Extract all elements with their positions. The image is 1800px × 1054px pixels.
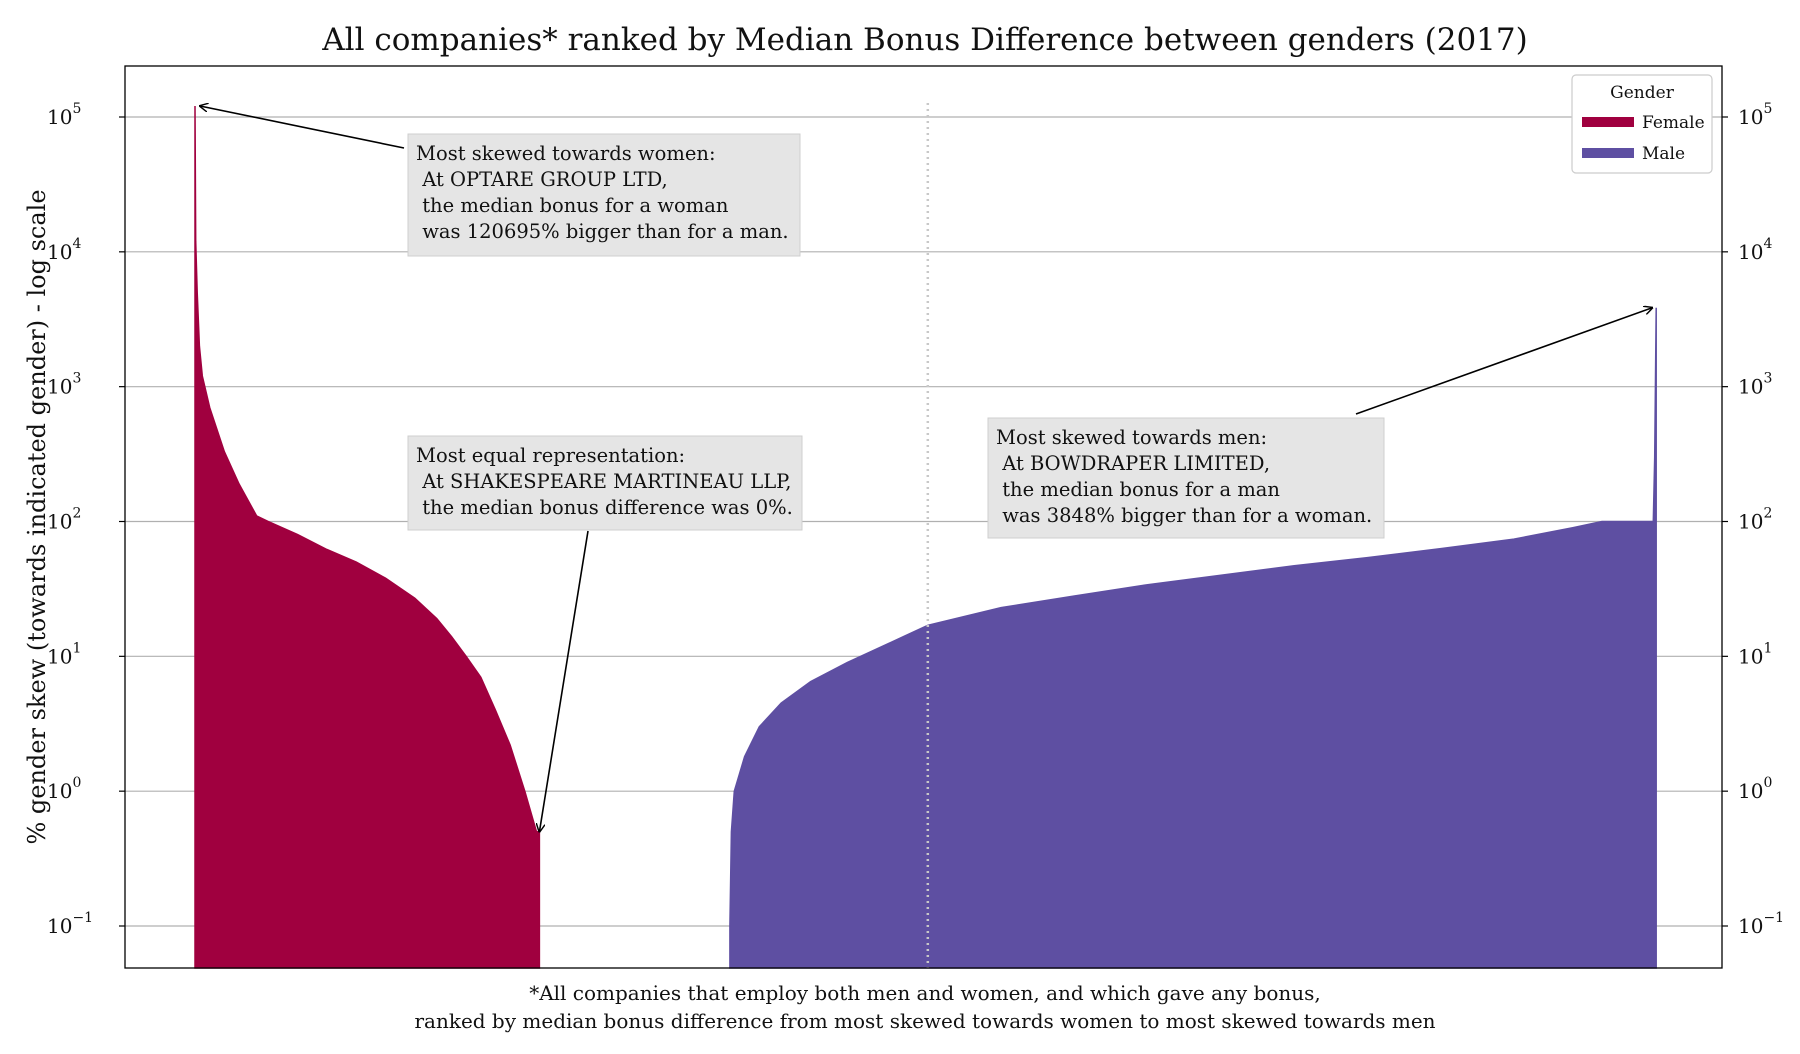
y-tick-label-right: 103 (1738, 371, 1772, 399)
caption-line-2: ranked by median bonus difference from m… (414, 1009, 1435, 1033)
y-tick-label-right: 10−1 (1738, 910, 1784, 938)
legend-swatch-male (1582, 148, 1634, 158)
annotation-line: At BOWDRAPER LIMITED, (996, 452, 1270, 475)
caption-line-1: *All companies that employ both men and … (529, 981, 1321, 1005)
annotation-arrow (1355, 308, 1652, 415)
chart-title: All companies* ranked by Median Bonus Di… (321, 22, 1527, 58)
y-tick-label-right: 104 (1738, 236, 1772, 264)
annotation-line: Most equal representation: (416, 444, 685, 467)
annotation-line: Most skewed towards men: (996, 426, 1267, 449)
y-tick-label-left: 100 (47, 775, 81, 803)
series-area-female (194, 105, 541, 969)
y-tick-label-left: 10−1 (47, 910, 93, 938)
y-tick-label-left: 101 (47, 640, 81, 668)
annotation-box (407, 435, 803, 531)
y-tick-label-left: 103 (47, 371, 81, 399)
annotation-line: the median bonus for a man (996, 478, 1280, 501)
y-tick-label-left: 102 (47, 506, 81, 534)
y-axis-label: % gender skew (towards indicated gender)… (23, 189, 51, 844)
annotation-arrow (539, 530, 589, 832)
y-tick-label-right: 105 (1738, 101, 1772, 129)
annotation-line: was 120695% bigger than for a man. (416, 220, 789, 243)
annotation-3: Most skewed towards men: At BOWDRAPER LI… (987, 308, 1652, 539)
y-tick-label-right: 102 (1738, 506, 1772, 534)
legend-label-female: Female (1642, 113, 1705, 133)
annotation-2: Most equal representation: At SHAKESPEAR… (407, 435, 803, 832)
legend-title: Gender (1610, 83, 1675, 103)
annotation-line: the median bonus for a woman (416, 194, 729, 217)
y-tick-label-left: 105 (47, 101, 81, 129)
legend-swatch-female (1582, 117, 1634, 127)
y-tick-label-right: 101 (1738, 640, 1772, 668)
annotation-1: Most skewed towards women: At OPTARE GRO… (200, 106, 801, 257)
y-tick-label-left: 104 (47, 236, 81, 264)
series-areas (194, 105, 1657, 969)
y-axis-ticks: 10−1 10−1 100 100 101 101 102 102 103 103 104 104 10… (47, 101, 1784, 938)
legend: Gender Female Male (1571, 74, 1713, 174)
annotation-line: the median bonus difference was 0%. (416, 496, 793, 519)
annotation-line: was 3848% bigger than for a woman. (996, 504, 1372, 527)
legend-label-male: Male (1642, 144, 1685, 164)
annotation-arrow (200, 106, 405, 149)
y-tick-label-right: 100 (1738, 775, 1772, 803)
annotation-line: Most skewed towards women: (416, 142, 716, 165)
annotation-box (987, 417, 1385, 539)
annotation-line: At SHAKESPEARE MARTINEAU LLP, (416, 470, 792, 493)
annotation-line: At OPTARE GROUP LTD, (416, 168, 668, 191)
annotation-box (407, 133, 801, 257)
plot-frame (124, 65, 1723, 969)
annotations: Most skewed towards women: At OPTARE GRO… (200, 106, 1652, 832)
series-area-male (729, 307, 1657, 969)
